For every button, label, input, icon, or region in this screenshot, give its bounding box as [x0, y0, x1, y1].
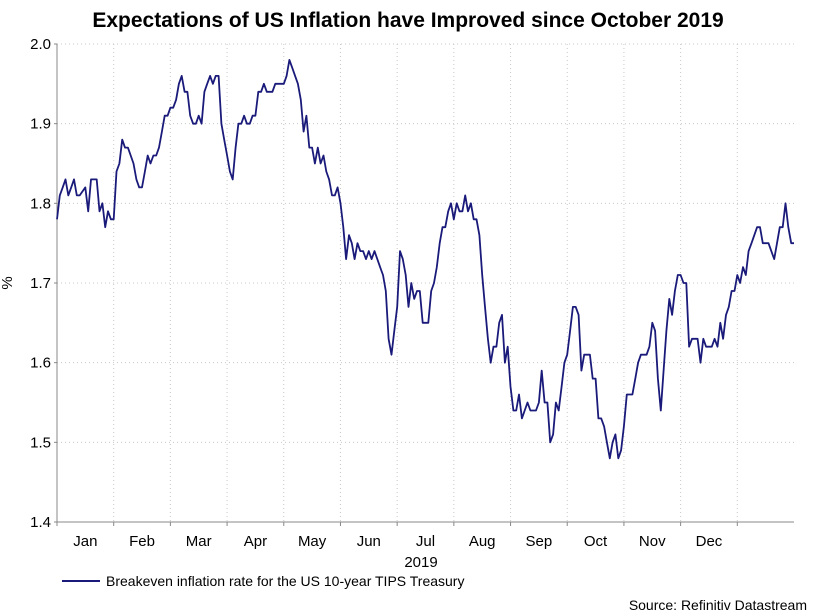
y-tick-label: 1.8: [30, 195, 51, 212]
x-tick-label: Apr: [244, 533, 267, 550]
x-tick-label: Jul: [416, 533, 435, 550]
x-tick-label: May: [298, 533, 327, 550]
x-tick-label: Oct: [584, 533, 608, 550]
y-tick-label: 1.5: [30, 434, 51, 451]
x-tick-label: Nov: [639, 533, 666, 550]
y-tick-label: 1.9: [30, 116, 51, 133]
x-tick-label: Sep: [526, 533, 553, 550]
x-tick-labels: Jan Feb Mar Apr May Jun Jul Aug Sep Oct Nov Dec: [56, 522, 738, 550]
y-tick-label: 1.6: [30, 355, 51, 372]
chart-title: Expectations of US Inflation have Improv…: [92, 9, 723, 32]
y-tick-label: 2.0: [30, 36, 51, 53]
y-axis-label: %: [0, 276, 16, 289]
y-tick-labels: 1.4 1.5 1.6 1.7 1.8 1.9 2.0: [30, 36, 57, 531]
x-tick-label: Mar: [186, 533, 212, 550]
y-tick-label: 1.4: [30, 514, 51, 531]
grid-lines: [57, 43, 794, 522]
y-tick-label: 1.7: [30, 275, 51, 292]
series-group: [56, 59, 794, 460]
x-tick-label: Jun: [357, 533, 381, 550]
legend-label: Breakeven inflation rate for the US 10-y…: [106, 573, 464, 589]
series-line: [56, 59, 794, 460]
x-tick-label: Aug: [469, 533, 496, 550]
source-note: Source: Refinitiv Datastream: [629, 597, 807, 612]
x-tick-label: Dec: [696, 533, 723, 550]
x-tick-label: Feb: [129, 533, 155, 550]
x-tick-label: Jan: [73, 533, 97, 550]
x-axis-label: 2019: [404, 554, 437, 571]
